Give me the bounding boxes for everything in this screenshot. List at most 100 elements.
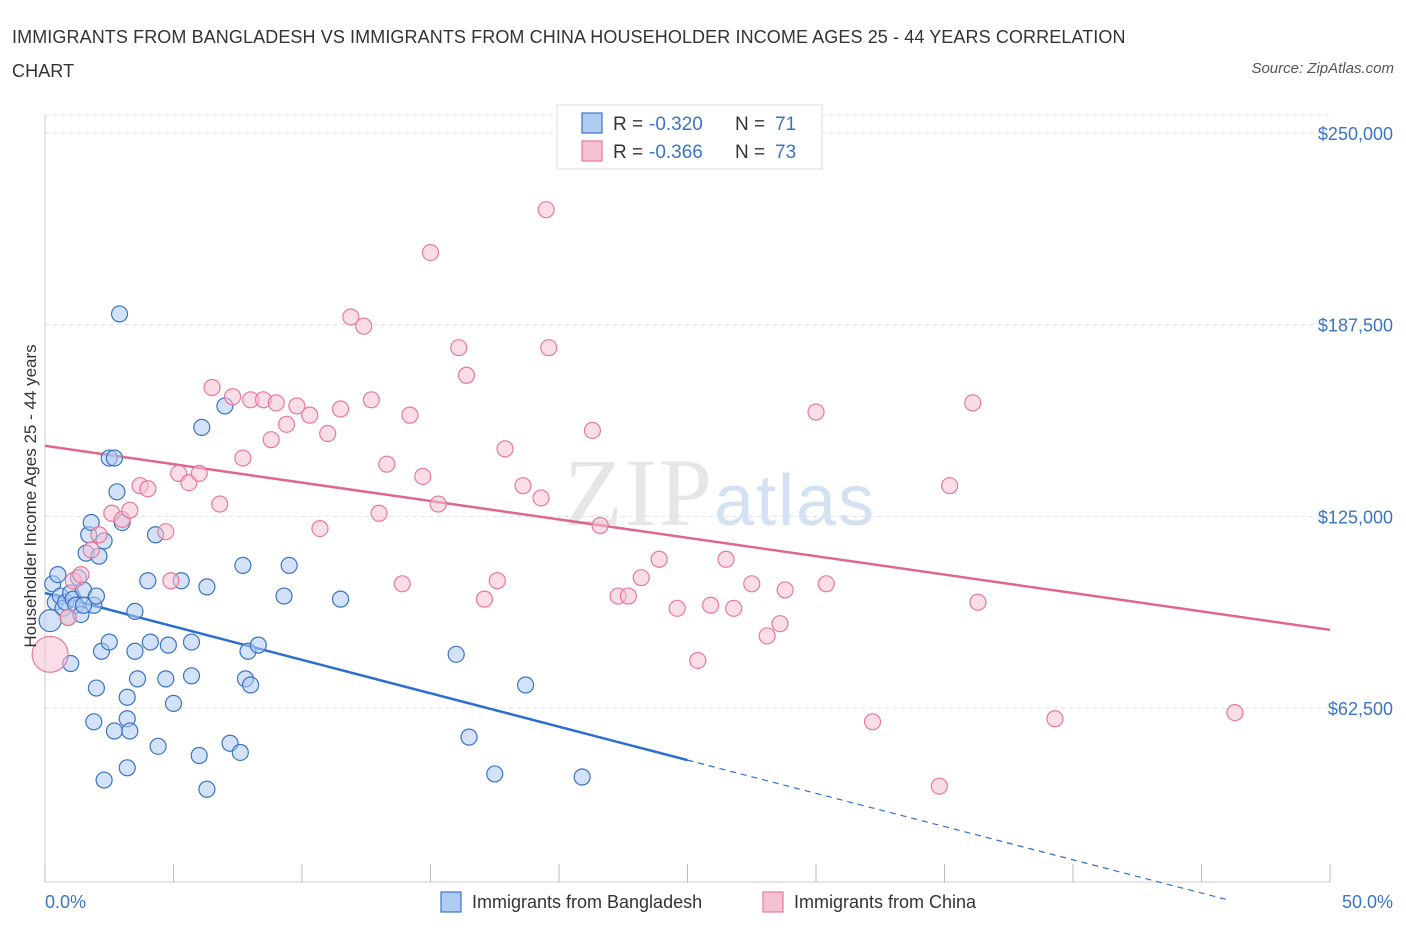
china-point (743, 575, 761, 593)
china-point (540, 339, 558, 357)
legend-r-value-1: -0.320 (649, 114, 703, 135)
china-point (82, 541, 100, 559)
china-point (157, 523, 175, 541)
bangladesh-point (157, 670, 175, 688)
y-axis-label: Householder Income Ages 25 - 44 years (21, 344, 40, 647)
china-point (288, 397, 306, 415)
bangladesh-point (198, 780, 216, 798)
bangladesh-point (516, 676, 535, 694)
bangladesh-point (126, 602, 144, 621)
bangladesh-point (447, 645, 465, 663)
bangladesh-point (105, 449, 123, 467)
china-point (401, 406, 419, 424)
legend-n-value-1: 71 (775, 114, 796, 135)
china-point (203, 378, 221, 397)
bangladesh-point (486, 765, 504, 783)
china-point (964, 394, 982, 412)
bottom-legend-swatch-bangladesh (440, 891, 462, 913)
bottom-legend-label-bangladesh: Immigrants from Bangladesh (472, 892, 702, 912)
china-point (457, 366, 476, 384)
china-point (72, 565, 90, 584)
legend-swatch-bangladesh (581, 112, 603, 134)
china-point (702, 596, 720, 614)
legend-r-value-2: -0.366 (649, 142, 703, 163)
china-point (267, 394, 285, 412)
bangladesh-point (242, 676, 260, 694)
series-legend: Immigrants from Bangladesh Immigrants fr… (440, 891, 977, 913)
china-point (393, 575, 411, 593)
china-point (969, 593, 987, 611)
scatter-points (31, 201, 1244, 798)
china-point (619, 587, 637, 605)
china-point (863, 713, 882, 731)
china-point (496, 440, 514, 458)
china-point (583, 421, 602, 440)
bangladesh-point (87, 679, 106, 697)
y-tick-label-1: $125,000 (1318, 507, 1393, 527)
china-point (262, 431, 280, 449)
china-point (807, 403, 825, 421)
bangladesh-point (126, 642, 144, 660)
china-point (421, 244, 440, 262)
legend-r-label-2: R = (613, 142, 643, 163)
bangladesh-point (141, 633, 159, 651)
china-point (139, 480, 157, 498)
china-point (717, 550, 735, 568)
china-point (514, 477, 532, 495)
china-point (362, 391, 380, 409)
china-point (234, 449, 252, 467)
china-point (342, 308, 360, 326)
stats-legend: R = -0.320 N = 71 R = -0.366 N = 73 (556, 104, 823, 170)
bangladesh-point (108, 483, 126, 501)
china-point (650, 550, 668, 568)
china-point (414, 467, 432, 486)
bangladesh-point (105, 722, 123, 740)
china-point (771, 615, 789, 633)
bangladesh-point (139, 572, 157, 590)
bangladesh-point (198, 578, 216, 596)
china-point (776, 581, 794, 599)
china-point (319, 424, 337, 443)
bangladesh-point (87, 587, 106, 605)
bangladesh-point (193, 418, 211, 436)
china-point (591, 516, 609, 535)
china-point (59, 608, 77, 627)
china-point (817, 575, 835, 593)
china-point (537, 201, 555, 219)
china-point (190, 464, 208, 482)
china-point (90, 526, 108, 544)
bangladesh-point (231, 743, 249, 762)
axes (44, 115, 1331, 883)
legend-swatch-china (581, 140, 603, 162)
bangladesh-point (190, 746, 208, 765)
bangladesh-point (249, 636, 267, 654)
bangladesh-point (164, 694, 183, 713)
x-tick-label-1: 50.0% (1342, 892, 1393, 912)
china-trend-line (44, 444, 1331, 632)
china-point (689, 651, 707, 670)
bangladesh-point (149, 737, 167, 755)
china-point (532, 489, 550, 507)
bangladesh-point (118, 759, 136, 777)
china-point (930, 777, 948, 795)
bangladesh-point (182, 633, 201, 651)
china-point (475, 590, 494, 608)
china-point (1226, 703, 1244, 722)
china-point (211, 495, 229, 513)
bangladesh-point (573, 768, 591, 786)
china-point (121, 501, 139, 519)
bangladesh-point (159, 636, 177, 654)
bottom-legend-swatch-china (762, 891, 784, 913)
bangladesh-point (182, 667, 201, 685)
bangladesh-point (118, 688, 136, 706)
bangladesh-point (460, 728, 478, 746)
bangladesh-point (128, 670, 147, 688)
bangladesh-point (85, 713, 103, 731)
bangladesh-point (49, 565, 67, 584)
china-point (355, 317, 373, 335)
bangladesh-point (121, 722, 139, 740)
china-point (378, 455, 396, 473)
bangladesh-point (280, 556, 298, 575)
china-point (668, 599, 686, 617)
